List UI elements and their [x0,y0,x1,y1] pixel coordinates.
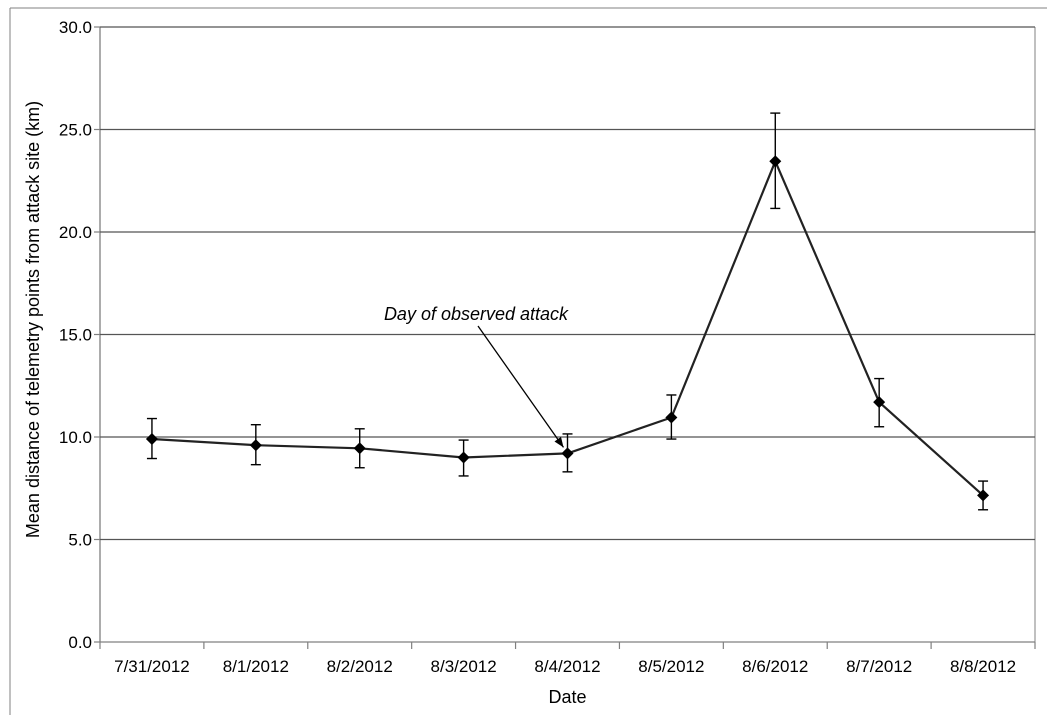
x-tick-label: 8/7/2012 [846,657,912,676]
data-point-marker [769,155,782,168]
x-axis-ticks: 7/31/2012 8/1/2012 8/2/2012 8/3/2012 8/4/201… [99,642,1036,676]
series-layer [145,112,990,511]
data-point-marker [977,489,990,502]
y-axis-ticks: 0.0 5.0 10.0 15.0 20.0 25.0 30.0 [59,18,100,652]
data-point-marker [353,442,366,455]
plot-frame [9,7,1047,715]
data-point-marker [145,433,158,446]
annotation-arrowhead [554,436,564,448]
x-tick-label: 8/4/2012 [534,657,600,676]
x-tick-label: 7/31/2012 [114,657,190,676]
y-tick-label: 0.0 [68,633,92,652]
annotation-label: Day of observed attack [384,304,569,324]
x-tick-label: 8/6/2012 [742,657,808,676]
y-tick-label: 15.0 [59,326,92,345]
y-tick-label: 5.0 [68,531,92,550]
x-tick-label: 8/3/2012 [431,657,497,676]
data-point-marker [873,396,886,409]
data-point-marker [665,411,678,424]
x-tick-label: 8/1/2012 [223,657,289,676]
annotation-arrow [477,325,565,448]
y-tick-label: 20.0 [59,223,92,242]
annotation-layer: Day of observed attack [384,304,569,448]
x-axis-title: Date [548,687,586,707]
y-tick-label: 30.0 [59,18,92,37]
x-tick-label: 8/2/2012 [327,657,393,676]
x-tick-label: 8/5/2012 [638,657,704,676]
x-tick-label: 8/8/2012 [950,657,1016,676]
y-tick-label: 10.0 [59,428,92,447]
y-tick-label: 25.0 [59,121,92,140]
data-point-marker [561,447,574,460]
y-axis-title: Mean distance of telemetry points from a… [23,101,43,538]
data-point-marker [249,439,262,452]
data-point-marker [457,451,470,464]
